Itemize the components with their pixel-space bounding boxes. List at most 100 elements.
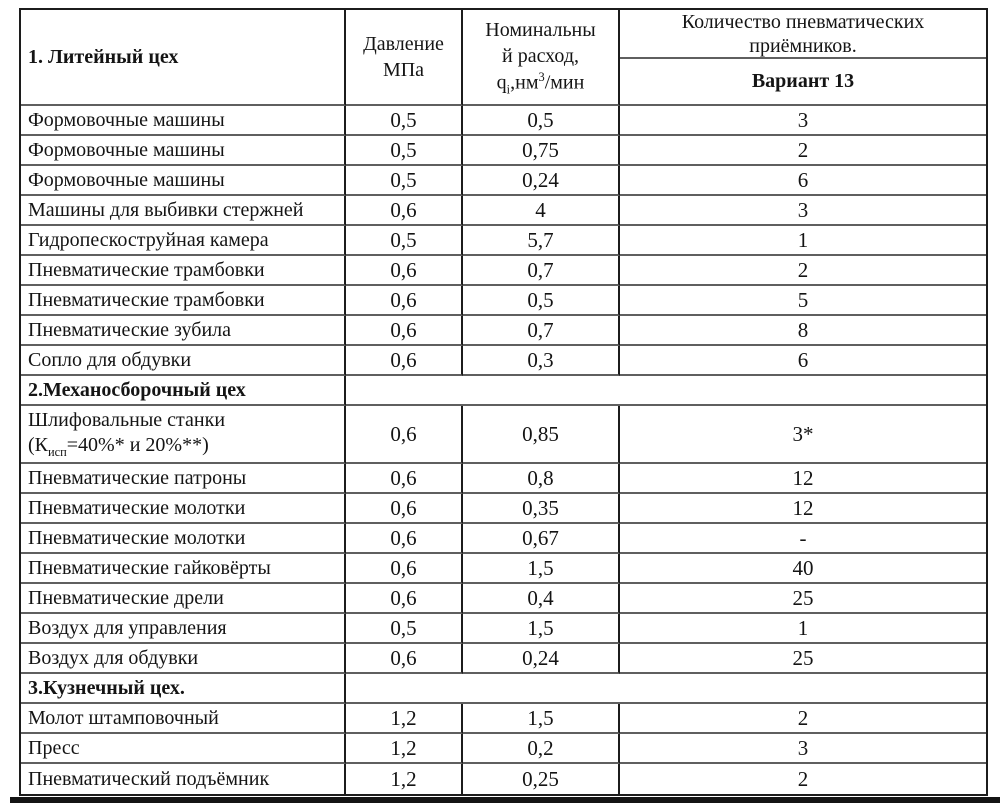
equipment-name-cell: Пневматические дрели [21, 584, 346, 614]
flow-cell: 0,67 [463, 524, 620, 554]
equipment-name-cell: Пневматические гайковёрты [21, 554, 346, 584]
count-cell: 3 [620, 196, 986, 226]
section-empty-cell [346, 376, 986, 406]
section-empty-cell [346, 674, 986, 704]
pressure-cell: 0,5 [346, 166, 463, 196]
count-cell: 2 [620, 136, 986, 166]
flow-cell: 0,5 [463, 106, 620, 136]
equipment-name-cell: Гидропескоструйная камера [21, 226, 346, 256]
equipment-name-cell: Пневматические молотки [21, 524, 346, 554]
pressure-label-line2: МПа [382, 59, 425, 81]
table-row: Гидропескоструйная камера 0,5 5,7 1 [21, 226, 986, 256]
table-row: Пневматические патроны 0,6 0,8 12 [21, 464, 986, 494]
equipment-name-line: Шлифовальные станки [28, 408, 226, 431]
count-cell: 3 [620, 106, 986, 136]
table-row: Шлифовальные станки (Кисп=40%* и 20%**) 0,… [21, 406, 986, 464]
flow-unit-q: q [496, 71, 507, 94]
pressure-cell: 1,2 [346, 704, 463, 734]
pressure-cell: 0,6 [346, 584, 463, 614]
equipment-table: 1. Литейный цех Давление МПа Номинальны … [19, 8, 988, 796]
flow-cell: 0,4 [463, 584, 620, 614]
count-cell: 25 [620, 584, 986, 614]
equipment-name-cell: Молот штамповочный [21, 704, 346, 734]
flow-unit-line: qi,нм3/мин [463, 69, 618, 98]
flow-cell: 0,85 [463, 406, 620, 464]
pressure-cell: 0,6 [346, 316, 463, 346]
pressure-cell: 0,5 [346, 106, 463, 136]
pressure-label-line1: Давление [363, 33, 444, 55]
equipment-name-cell: Воздух для управления [21, 614, 346, 644]
table-body: Формовочные машины 0,5 0,5 3 Формовочные маш… [21, 106, 986, 794]
table-row: Сопло для обдувки 0,6 0,3 6 [21, 346, 986, 376]
receivers-label-line1: Количество пневматических [681, 10, 925, 33]
table-header: 1. Литейный цех Давление МПа Номинальны … [21, 10, 986, 106]
table-row: Пневматические трамбовки 0,6 0,5 5 [21, 286, 986, 316]
table-row: Пневматические дрели 0,6 0,4 25 [21, 584, 986, 614]
count-cell: 12 [620, 464, 986, 494]
flow-cell: 0,7 [463, 316, 620, 346]
equipment-name-cell: Шлифовальные станки (Кисп=40%* и 20%**) [21, 406, 346, 464]
header-pressure: Давление МПа [346, 10, 463, 106]
table-row: Формовочные машины 0,5 0,5 3 [21, 106, 986, 136]
flow-cell: 0,7 [463, 256, 620, 286]
pressure-cell: 0,6 [346, 554, 463, 584]
pressure-cell: 0,6 [346, 286, 463, 316]
flow-cell: 1,5 [463, 614, 620, 644]
equipment-name-cell: Пневматический подъёмник [21, 764, 346, 794]
flow-cell: 0,24 [463, 644, 620, 674]
flow-unit-sup-3: 3 [538, 69, 545, 84]
equipment-name-cell: Пневматические трамбовки [21, 286, 346, 316]
header-receivers: Количество пневматических приёмников. Ва… [620, 10, 986, 106]
count-cell: 3 [620, 734, 986, 764]
count-cell: 3* [620, 406, 986, 464]
count-cell: 25 [620, 644, 986, 674]
pressure-cell: 0,5 [346, 614, 463, 644]
flow-cell: 0,8 [463, 464, 620, 494]
section-title: 3.Кузнечный цех. [28, 676, 185, 699]
receivers-label-line2: приёмников. [749, 34, 857, 57]
flow-cell: 0,5 [463, 286, 620, 316]
equipment-name-cell: Воздух для обдувки [21, 644, 346, 674]
table-row: Формовочные машины 0,5 0,24 6 [21, 166, 986, 196]
flow-cell: 0,35 [463, 494, 620, 524]
pressure-cell: 0,6 [346, 644, 463, 674]
count-cell: 1 [620, 614, 986, 644]
pressure-cell: 0,5 [346, 136, 463, 166]
section-title-cell: 2.Механосборочный цех [21, 376, 346, 406]
count-cell: 5 [620, 286, 986, 316]
page-bottom-rule [10, 797, 1000, 803]
flow-cell: 1,5 [463, 554, 620, 584]
flow-unit-sub-i: i [506, 82, 511, 97]
table-row: Пневматический подъёмник 1,2 0,25 2 [21, 764, 986, 794]
pressure-cell: 0,6 [346, 196, 463, 226]
equipment-name-cell: Формовочные машины [21, 106, 346, 136]
flow-cell: 4 [463, 196, 620, 226]
flow-unit-min: /мин [544, 71, 585, 94]
equipment-name-line: (Кисп=40%* и 20%**) [28, 433, 209, 459]
count-cell: 8 [620, 316, 986, 346]
count-cell: 6 [620, 346, 986, 376]
pressure-cell: 0,6 [346, 524, 463, 554]
table-row: Формовочные машины 0,5 0,75 2 [21, 136, 986, 166]
pressure-cell: 0,6 [346, 494, 463, 524]
count-cell: 6 [620, 166, 986, 196]
section-row: 3.Кузнечный цех. [21, 674, 986, 704]
header-variant: Вариант 13 [751, 70, 855, 92]
table-row: Пневматические трамбовки 0,6 0,7 2 [21, 256, 986, 286]
table-row: Воздух для управления 0,5 1,5 1 [21, 614, 986, 644]
flow-cell: 0,24 [463, 166, 620, 196]
pressure-cell: 0,6 [346, 406, 463, 464]
count-cell: 2 [620, 764, 986, 794]
count-cell: 40 [620, 554, 986, 584]
table-row: Пресс 1,2 0,2 3 [21, 734, 986, 764]
flow-label-line1: Номинальны [485, 18, 596, 41]
equipment-name-cell: Пневматические патроны [21, 464, 346, 494]
pressure-cell: 0,6 [346, 346, 463, 376]
section-row: 2.Механосборочный цех [21, 376, 986, 406]
pressure-cell: 0,5 [346, 226, 463, 256]
equipment-name-cell: Формовочные машины [21, 166, 346, 196]
pneumatic-receivers-table: 1. Литейный цех Давление МПа Номинальны … [21, 10, 986, 794]
equipment-name-cell: Пресс [21, 734, 346, 764]
count-cell: - [620, 524, 986, 554]
equipment-name-cell: Пневматические зубила [21, 316, 346, 346]
